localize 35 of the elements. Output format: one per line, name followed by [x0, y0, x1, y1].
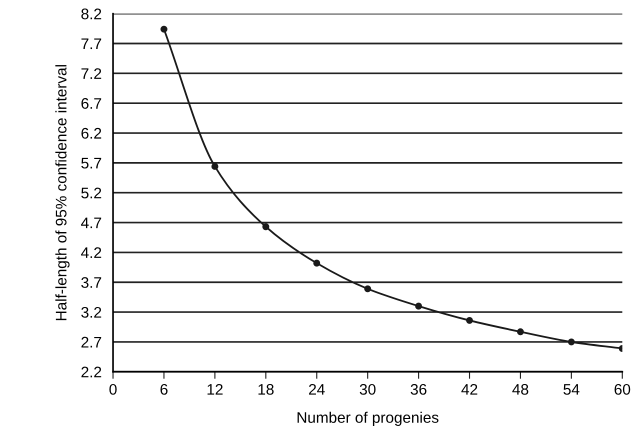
y-tick-label: 7.7 — [81, 38, 102, 50]
x-tick-label: 0 — [109, 384, 117, 395]
y-tick-label: 4.2 — [81, 247, 102, 258]
x-axis-title: Number of progenies — [298, 412, 438, 426]
y-tick-label: 3.2 — [81, 306, 102, 318]
x-tick-label: 36 — [410, 384, 426, 395]
y-tick-label: 5.2 — [81, 188, 102, 198]
point — [415, 302, 422, 310]
point — [211, 162, 218, 170]
point — [516, 328, 524, 336]
y-tick-label: 8.2 — [81, 8, 102, 20]
point — [262, 223, 270, 230]
point — [568, 338, 575, 346]
x-tick-label: 42 — [461, 384, 478, 395]
point — [160, 26, 168, 33]
y-axis-title: Half-length of 95% confidence interval — [55, 65, 70, 320]
x-tick-label: 12 — [208, 384, 223, 395]
x-tick-label: 60 — [614, 384, 630, 395]
y-tick-label: 6.7 — [81, 98, 102, 109]
y-tick-label: 3.7 — [81, 277, 102, 288]
point — [313, 260, 320, 267]
y-tick-label: 2.7 — [81, 336, 102, 348]
x-tick-label: 6 — [160, 384, 168, 395]
x-tick-label: 48 — [512, 384, 528, 395]
y-tick-label: 6.2 — [81, 128, 102, 139]
x-tick-label: 18 — [258, 384, 274, 395]
point — [466, 316, 473, 324]
y-tick-label: 4.7 — [81, 218, 102, 228]
x-tick-label: 30 — [360, 384, 376, 395]
y-tick-label: 7.2 — [81, 68, 102, 79]
point — [364, 285, 372, 292]
x-tick-label: 24 — [309, 384, 325, 395]
y-tick-label: 2.2 — [81, 366, 102, 378]
y-tick-label: 5.7 — [81, 158, 102, 169]
x-tick-label: 54 — [563, 384, 580, 395]
